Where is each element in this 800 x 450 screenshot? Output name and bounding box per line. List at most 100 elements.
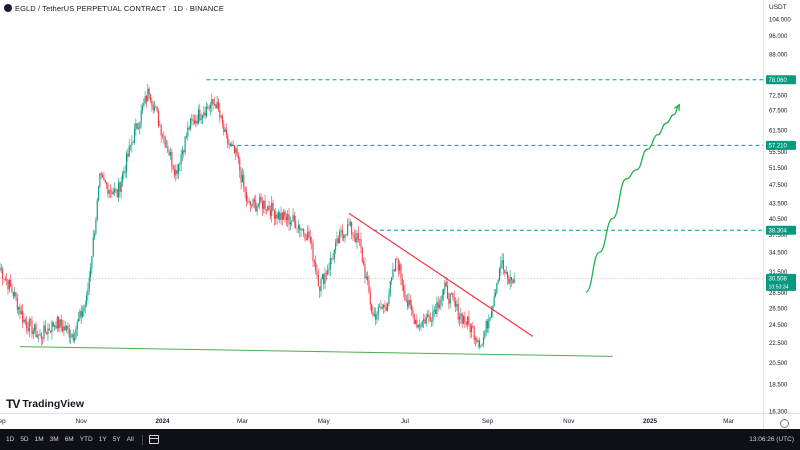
- candle-body: [140, 110, 142, 123]
- timeframe-5d[interactable]: 5D: [20, 436, 29, 443]
- candle-body: [0, 268, 2, 270]
- currency-label[interactable]: USDT: [769, 4, 787, 11]
- candle-body: [489, 317, 491, 319]
- candle-body: [285, 216, 287, 221]
- candle-body: [114, 189, 116, 193]
- candle-body: [87, 289, 89, 296]
- y-tick-label: 16.300: [769, 409, 788, 415]
- candle-body: [411, 304, 413, 311]
- price-chart[interactable]: 104.000 96.000 88.000 72.500 67.500 61.500 55.…: [0, 0, 800, 429]
- candle-body: [35, 324, 37, 338]
- candle-body: [100, 173, 102, 176]
- settings-gear-icon[interactable]: [780, 419, 789, 428]
- candle-body: [185, 136, 188, 138]
- y-tick-label: 20.500: [769, 361, 788, 367]
- candle-body: [163, 136, 165, 137]
- timeframe-all[interactable]: All: [126, 436, 134, 443]
- candle-body: [447, 285, 449, 299]
- timeframe-5y[interactable]: 5Y: [112, 436, 121, 443]
- candle-body: [348, 224, 350, 226]
- x-tick-label: May: [318, 418, 331, 425]
- candle-body: [336, 238, 338, 243]
- candle-body: [268, 206, 270, 211]
- candle-body: [263, 200, 265, 209]
- candle-body: [486, 321, 489, 329]
- candle-body: [428, 314, 430, 317]
- timeframe-1y[interactable]: 1Y: [98, 436, 107, 443]
- chart-title[interactable]: EGLD / TetherUS PERPETUAL CONTRACT · 1D …: [15, 3, 224, 13]
- candle-body: [420, 326, 422, 328]
- candle-body: [500, 263, 502, 269]
- candle-body: [205, 106, 208, 116]
- timeframe-3m[interactable]: 3M: [49, 436, 59, 443]
- candle-body: [308, 231, 310, 238]
- candle-body: [78, 318, 80, 322]
- projection-path: [585, 104, 680, 293]
- candle-body: [245, 191, 247, 202]
- candle-body: [59, 319, 61, 329]
- candle-body: [449, 293, 451, 304]
- candles-group: [0, 83, 515, 350]
- candle-body: [339, 231, 341, 244]
- candle-body: [351, 221, 353, 235]
- y-tick-label: 67.500: [769, 109, 788, 115]
- candle-body: [169, 151, 172, 156]
- candle-body: [239, 158, 241, 171]
- candle-body: [466, 316, 469, 325]
- current-price-badge: [766, 273, 796, 291]
- candle-body: [448, 298, 450, 304]
- x-tick-label: Jul: [401, 418, 409, 425]
- candle-body: [399, 264, 401, 271]
- candle-body: [513, 278, 515, 283]
- candle-body: [469, 323, 471, 333]
- candle-body: [311, 241, 313, 243]
- candle-body: [217, 101, 219, 110]
- candle-body: [228, 144, 230, 145]
- candle-body: [195, 120, 197, 124]
- candle-body: [265, 209, 267, 210]
- tradingview-logo-text: TradingView: [22, 398, 85, 410]
- candle-body: [225, 129, 227, 136]
- candle-countdown-label: 10:53:34: [769, 284, 789, 290]
- candle-body: [145, 96, 148, 102]
- candle-body: [10, 279, 12, 287]
- candle-body: [159, 125, 161, 126]
- candle-body: [307, 231, 309, 241]
- candle-body: [253, 199, 255, 202]
- candle-body: [18, 306, 20, 310]
- candle-body: [7, 280, 9, 290]
- candle-body: [80, 310, 82, 317]
- candle-body: [129, 145, 132, 146]
- candle-body: [14, 292, 16, 297]
- candle-body: [419, 325, 421, 327]
- timeframe-1d[interactable]: 1D: [6, 436, 15, 443]
- candle-body: [501, 260, 503, 264]
- timeframe-6m[interactable]: 6M: [64, 436, 74, 443]
- candle-body: [313, 260, 315, 263]
- candle-body: [51, 321, 53, 333]
- candle-body: [149, 94, 152, 101]
- candle-body: [50, 330, 52, 333]
- candle-body: [316, 271, 318, 275]
- candle-body: [331, 258, 333, 259]
- candle-body: [47, 328, 49, 335]
- candle-body: [39, 333, 41, 335]
- candle-body: [413, 313, 415, 324]
- candle-body: [281, 212, 283, 220]
- candle-body: [332, 258, 334, 260]
- timeframe-ytd[interactable]: YTD: [79, 436, 93, 443]
- timeframe-1m[interactable]: 1M: [34, 436, 44, 443]
- candle-body: [300, 229, 302, 231]
- candle-body: [252, 199, 254, 207]
- candle-body: [427, 314, 429, 317]
- calendar-icon[interactable]: [148, 435, 159, 444]
- candle-body: [305, 239, 307, 241]
- candle-body: [436, 302, 438, 314]
- candle-body: [199, 109, 201, 120]
- candle-body: [512, 280, 514, 283]
- candle-body: [345, 234, 347, 236]
- candle-body: [409, 299, 411, 305]
- candle-body: [344, 234, 346, 239]
- candle-body: [291, 221, 293, 223]
- clock[interactable]: 13:06:26 (UTC): [749, 436, 794, 443]
